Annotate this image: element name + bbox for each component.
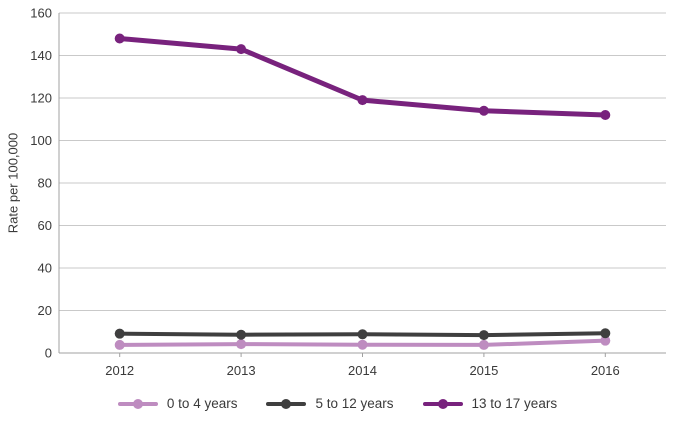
- data-point: [600, 328, 611, 339]
- legend-marker-icon: [266, 398, 307, 409]
- legend-label: 5 to 12 years: [315, 396, 394, 411]
- data-point: [357, 339, 368, 350]
- data-point: [357, 95, 368, 106]
- y-tick-label: 160: [30, 6, 52, 21]
- y-tick-label: 20: [38, 303, 52, 318]
- legend-marker-icon: [422, 398, 463, 409]
- x-tick-label: 2012: [105, 363, 134, 378]
- legend-item-0-to-4-years: 0 to 4 years: [117, 396, 238, 411]
- data-point: [600, 335, 611, 346]
- legend-label: 13 to 17 years: [471, 396, 558, 411]
- legend-label: 0 to 4 years: [166, 396, 238, 411]
- y-tick-label: 40: [38, 261, 52, 276]
- legend-item-13-to-17-years: 13 to 17 years: [422, 396, 558, 411]
- y-tick-label: 80: [38, 176, 52, 191]
- legend-item-5-to-12-years: 5 to 12 years: [266, 396, 394, 411]
- y-tick-label: 100: [30, 133, 52, 148]
- legend-dot-icon: [132, 398, 143, 409]
- y-tick-label: 120: [30, 91, 52, 106]
- data-point: [357, 329, 368, 340]
- y-tick-label: 140: [30, 48, 52, 63]
- data-point: [114, 33, 125, 44]
- legend-dot-icon: [281, 398, 292, 409]
- data-point: [236, 339, 247, 350]
- legend: 0 to 4 years 5 to 12 years 13 to 17 year…: [0, 396, 675, 411]
- y-tick-label: 60: [38, 218, 52, 233]
- data-point: [600, 110, 611, 120]
- data-point: [236, 329, 247, 340]
- x-tick-label: 2016: [591, 363, 620, 378]
- x-tick-label: 2013: [227, 363, 256, 378]
- x-tick-label: 2015: [469, 363, 498, 378]
- data-point: [114, 328, 125, 339]
- data-point: [114, 339, 125, 350]
- y-tick-label: 0: [45, 346, 52, 361]
- data-point: [478, 105, 489, 116]
- data-point: [478, 339, 489, 350]
- data-point: [478, 330, 489, 341]
- legend-dot-icon: [437, 398, 448, 409]
- x-tick-label: 2014: [348, 363, 377, 378]
- legend-marker-icon: [117, 398, 158, 409]
- data-point: [236, 44, 247, 55]
